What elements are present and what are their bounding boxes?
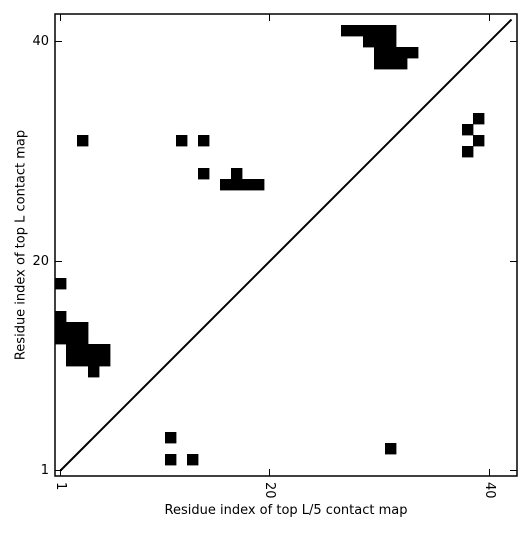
contact-cell-top-l (253, 179, 265, 191)
contact-cell-top-l (77, 135, 89, 147)
contact-cell-top-l (396, 47, 408, 59)
y-tick-label: 20 (32, 254, 49, 269)
contact-cell-top-l (374, 25, 386, 37)
contact-cell-top-l (374, 36, 386, 48)
contact-cell-top-l (462, 124, 474, 136)
y-axis-label: Residue index of top L contact map (14, 130, 29, 360)
contact-cell-top-l5 (165, 432, 177, 444)
contact-cell-top-l (198, 168, 210, 180)
plot-frame (54, 13, 518, 477)
contact-cell-top-l (473, 135, 485, 147)
contact-cell-top-l (374, 47, 386, 59)
contact-cell-top-l5 (385, 443, 397, 455)
contact-cell-top-l (77, 344, 89, 356)
contact-cell-top-l (77, 333, 89, 345)
contact-cell-top-l (77, 322, 89, 334)
contact-cell-top-l (407, 47, 419, 59)
contact-cell-top-l (385, 25, 397, 37)
diagonal-line (59, 18, 513, 472)
contact-cell-top-l (88, 366, 100, 378)
contact-cell-top-l (220, 179, 232, 191)
axis-ticks: 1 20 40 1 20 40 (32, 14, 517, 499)
contact-cell-top-l (77, 355, 89, 367)
contact-cell-top-l (385, 36, 397, 48)
contact-cell-top-l (231, 168, 243, 180)
contact-cell-top-l (385, 47, 397, 59)
contact-cell-top-l (66, 344, 78, 356)
contact-cell-top-l (66, 322, 78, 334)
contact-cell-top-l (242, 179, 254, 191)
contact-cell-top-l (363, 25, 375, 37)
contact-cell-top-l (231, 179, 243, 191)
y-tick-label: 40 (32, 34, 49, 49)
contact-cell-top-l (55, 322, 67, 334)
contact-cell-top-l5 (187, 454, 199, 466)
contact-cell-top-l (473, 113, 485, 125)
contact-cell-top-l (99, 355, 111, 367)
contact-cell-top-l (99, 344, 111, 356)
contact-cell-top-l (198, 135, 210, 147)
contact-cell-top-l (341, 25, 353, 37)
contact-cell-top-l5 (165, 454, 177, 466)
contact-cell-top-l (55, 278, 67, 290)
contact-cell-top-l (385, 58, 397, 70)
contact-cell-top-l (55, 311, 67, 323)
contact-cell-top-l (352, 25, 364, 37)
contact-cell-top-l (374, 58, 386, 70)
x-tick-label: 1 (53, 482, 68, 490)
contact-cell-top-l (55, 333, 67, 345)
contact-cell-top-l (88, 355, 100, 367)
x-tick-label: 40 (482, 482, 497, 499)
contact-cell-top-l (66, 355, 78, 367)
contact-cell-top-l (462, 146, 474, 158)
x-tick-label: 20 (262, 482, 277, 499)
x-axis-label: Residue index of top L/5 contact map (165, 503, 408, 518)
contact-cell-top-l (66, 333, 78, 345)
contact-cell-top-l (176, 135, 188, 147)
contact-cell-top-l (363, 36, 375, 48)
y-tick-label: 1 (41, 463, 49, 478)
contact-cells (55, 25, 485, 466)
contact-cell-top-l (88, 344, 100, 356)
contact-cell-top-l (396, 58, 408, 70)
